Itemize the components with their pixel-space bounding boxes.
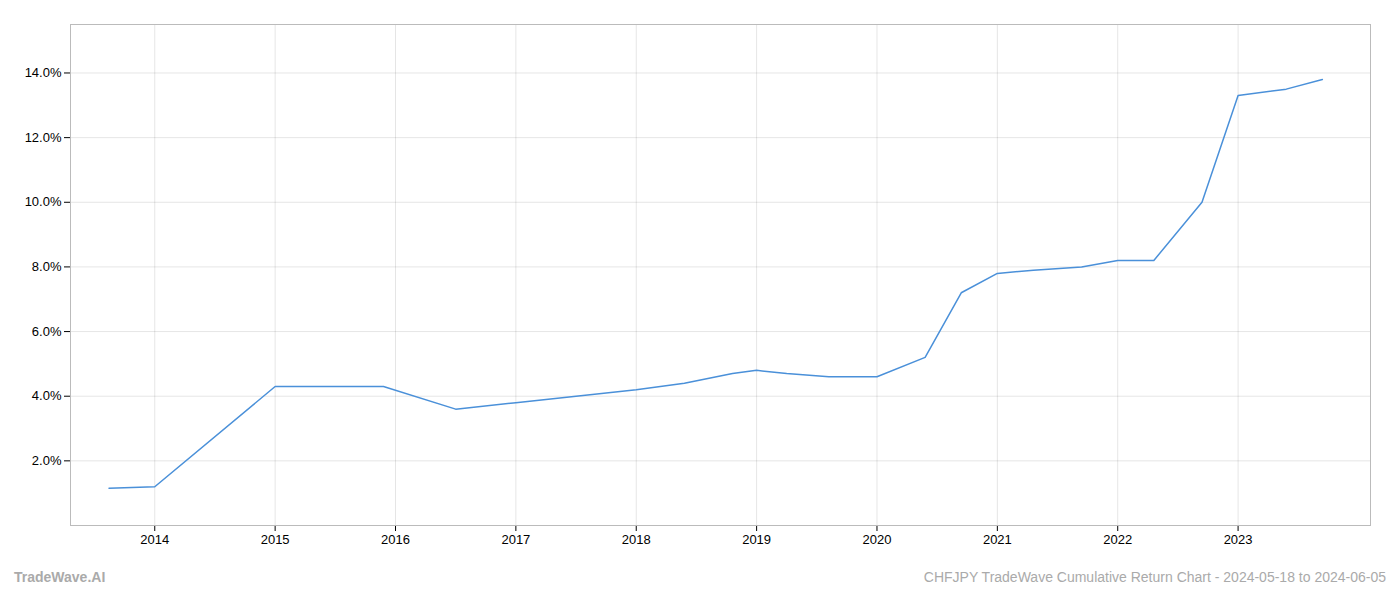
- svg-text:4.0%: 4.0%: [32, 388, 62, 403]
- svg-text:8.0%: 8.0%: [32, 259, 62, 274]
- svg-text:2022: 2022: [1103, 532, 1132, 547]
- svg-text:2014: 2014: [140, 532, 169, 547]
- html-text:TradeWave.AI: TradeWave.AI: [14, 569, 106, 585]
- svg-text:2.0%: 2.0%: [32, 453, 62, 468]
- svg-text:2016: 2016: [381, 532, 410, 547]
- svg-text:2023: 2023: [1224, 532, 1253, 547]
- html-text:CHFJPY TradeWave Cumulative Re: CHFJPY TradeWave Cumulative Return Chart…: [923, 569, 1386, 585]
- svg-text:2018: 2018: [622, 532, 651, 547]
- svg-text:10.0%: 10.0%: [25, 194, 62, 209]
- svg-text:2020: 2020: [863, 532, 892, 547]
- svg-text:2017: 2017: [501, 532, 530, 547]
- svg-text:14.0%: 14.0%: [25, 65, 62, 80]
- svg-text:2015: 2015: [261, 532, 290, 547]
- svg-text:12.0%: 12.0%: [25, 130, 62, 145]
- svg-text:2019: 2019: [742, 532, 771, 547]
- svg-text:2021: 2021: [983, 532, 1012, 547]
- svg-text:6.0%: 6.0%: [32, 324, 62, 339]
